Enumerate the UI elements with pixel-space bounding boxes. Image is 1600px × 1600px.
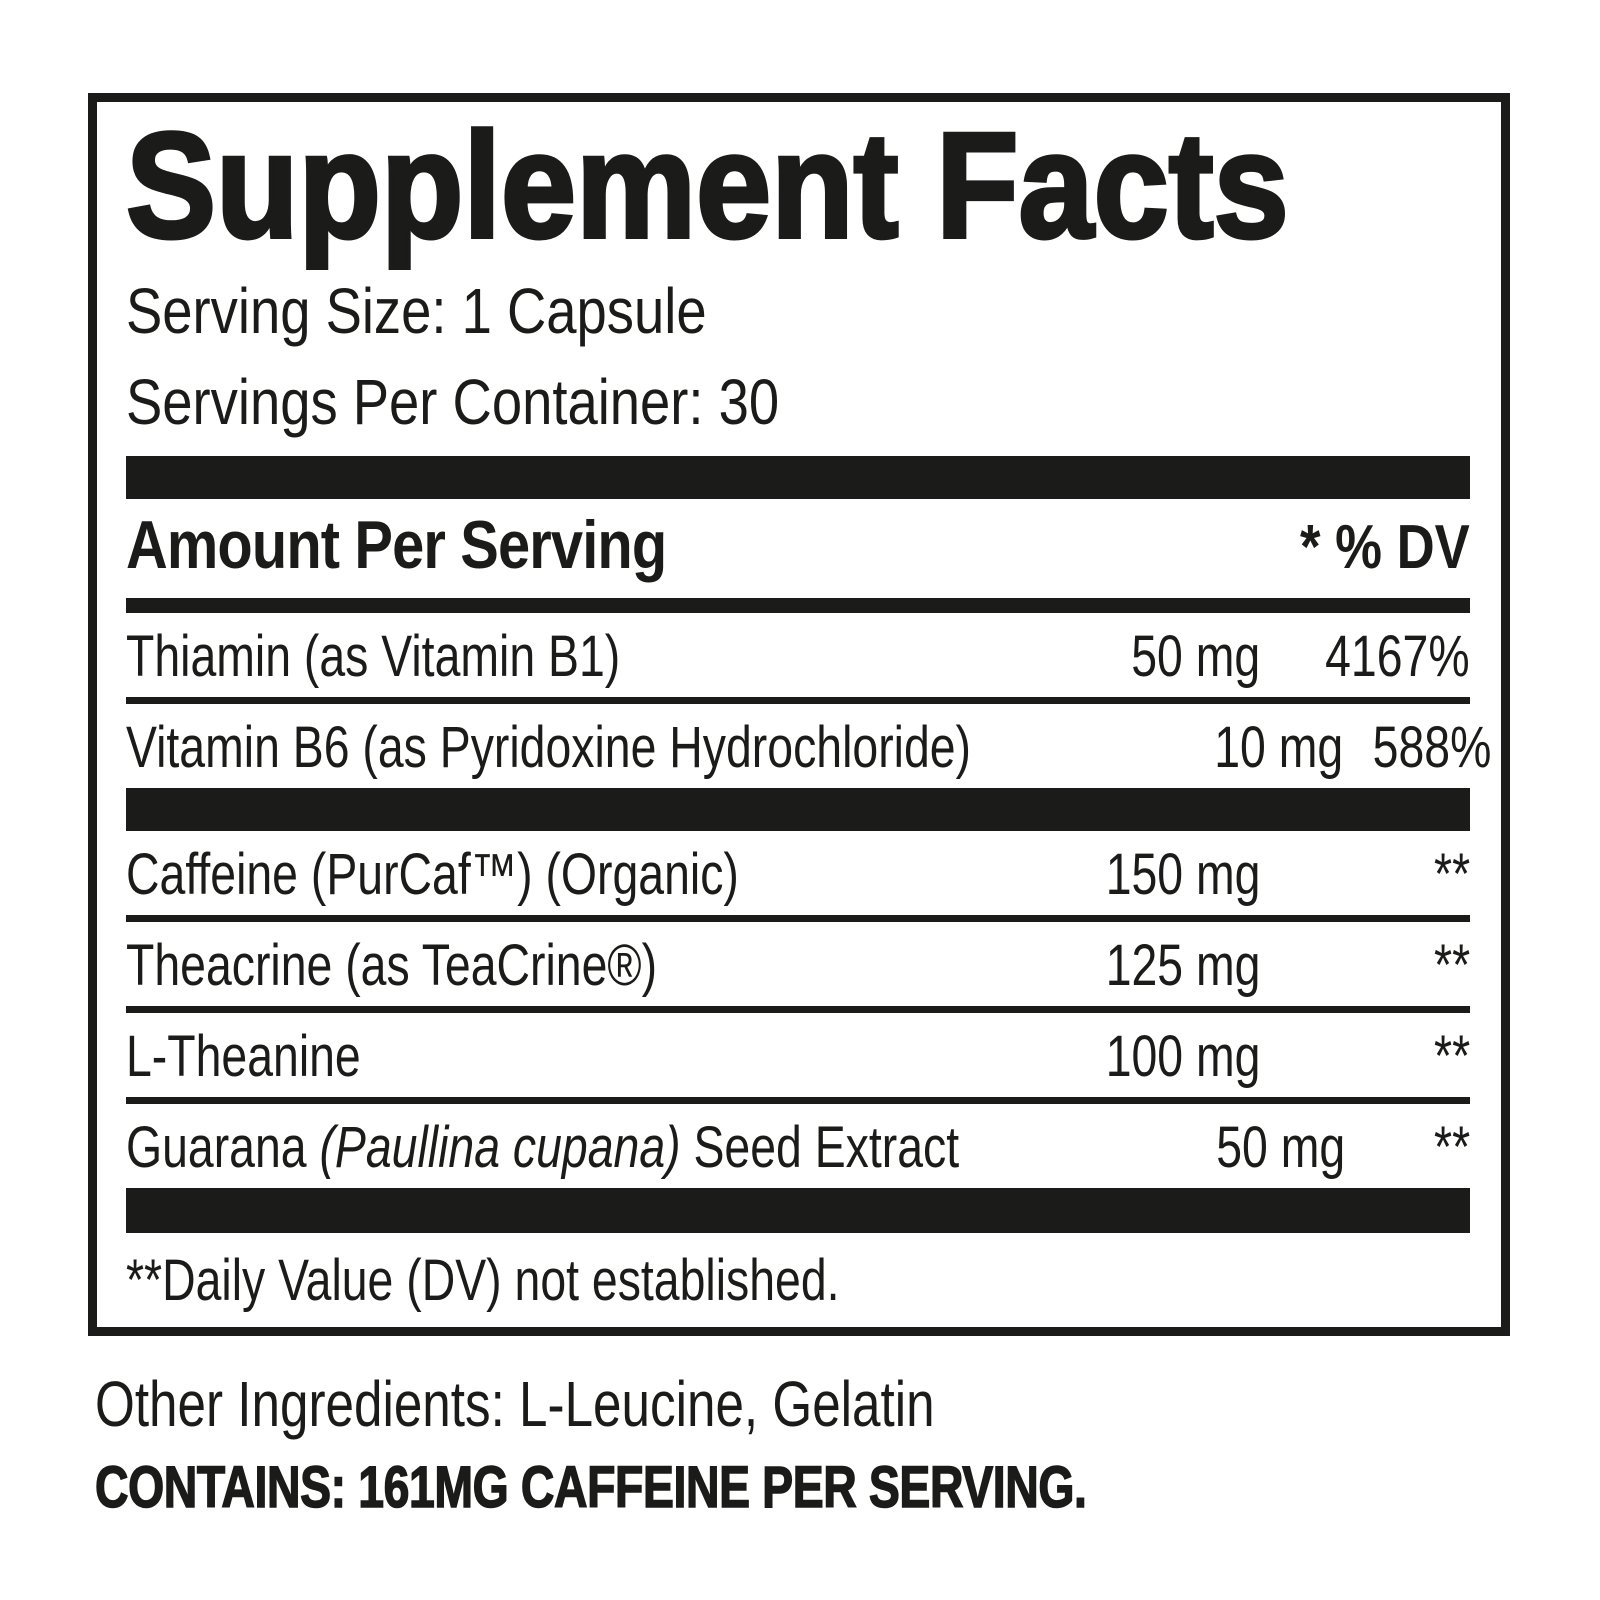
header-divider <box>126 598 1470 613</box>
ingredient-name: Caffeine (PurCaf™) (Organic) <box>126 842 739 907</box>
dv-cell: 4167% <box>1325 624 1470 689</box>
ingredient-name: Thiamin (as Vitamin B1) <box>126 624 621 689</box>
section-divider-middle <box>126 788 1470 831</box>
serving-info: Serving Size: 1 Capsule Servings Per Con… <box>126 266 1470 448</box>
dv-cell: 588% <box>1373 715 1492 780</box>
dv-cell: ** <box>1433 1024 1470 1089</box>
amount-cell: 125 mg <box>1105 933 1260 998</box>
section-divider-top <box>126 456 1470 499</box>
ingredient-row-vitamin-b6: Vitamin B6 (as Pyridoxine Hydrochloride)… <box>126 704 1492 788</box>
ingredient-name: Guarana (Paullina cupana) Seed Extract <box>126 1115 960 1180</box>
serving-size-line: Serving Size: 1 Capsule <box>126 275 707 347</box>
section-divider-bottom <box>126 1188 1470 1233</box>
other-ingredients-line: Other Ingredients: L-Leucine, Gelatin <box>95 1368 935 1440</box>
amount-cell: 50 mg <box>1131 624 1260 689</box>
dv-cell: ** <box>1433 1115 1470 1180</box>
table-header-row: Amount Per Serving * % DV <box>126 499 1470 598</box>
amount-cell: 50 mg <box>1216 1115 1346 1180</box>
panel-title: Supplement Facts <box>124 101 1470 269</box>
servings-per-container-line: Servings Per Container: 30 <box>126 366 780 438</box>
ingredient-name: Theacrine (as TeaCrine®) <box>126 933 658 998</box>
dv-footnote: **Daily Value (DV) not established. <box>126 1248 840 1313</box>
percent-dv-header: * % DV <box>1300 513 1470 582</box>
ingredient-row-thiamin: Thiamin (as Vitamin B1) 50 mg 4167% <box>126 613 1470 704</box>
supplement-facts-panel: Supplement Facts Serving Size: 1 Capsule… <box>88 93 1510 1336</box>
panel-title-text: Supplement Facts <box>124 101 1290 269</box>
ingredient-name: Vitamin B6 (as Pyridoxine Hydrochloride) <box>126 715 972 780</box>
amount-cell: 10 mg <box>1214 715 1344 780</box>
amount-cell: 100 mg <box>1105 1024 1260 1089</box>
contains-statement-line: CONTAINS: 161MG CAFFEINE PER SERVING. <box>94 1455 1087 1520</box>
dv-cell: ** <box>1433 842 1470 907</box>
ingredient-row-theacrine: Theacrine (as TeaCrine®) 125 mg ** <box>126 922 1470 1013</box>
ingredient-row-caffeine: Caffeine (PurCaf™) (Organic) 150 mg ** <box>126 831 1470 922</box>
amount-cell: 150 mg <box>1105 842 1260 907</box>
ingredient-row-l-theanine: L-Theanine 100 mg ** <box>126 1013 1470 1104</box>
dv-cell: ** <box>1433 933 1470 998</box>
amount-per-serving-header: Amount Per Serving <box>126 507 667 583</box>
ingredient-name: L-Theanine <box>126 1024 361 1089</box>
ingredient-row-guarana: Guarana (Paullina cupana) Seed Extract 5… <box>126 1104 1470 1188</box>
